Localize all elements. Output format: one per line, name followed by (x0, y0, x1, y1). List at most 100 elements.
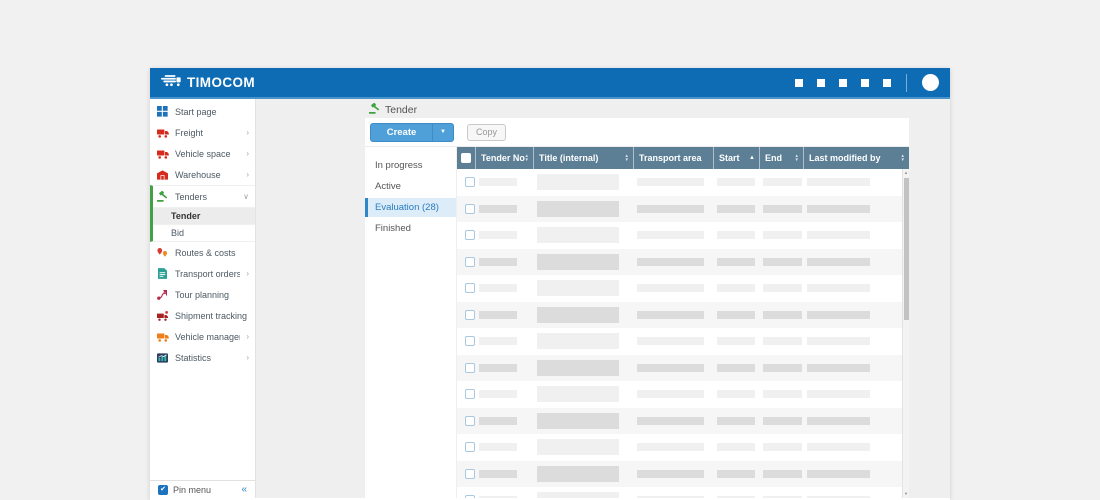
column-header-title-internal-[interactable]: Title (internal) ▲ ▼ (533, 147, 633, 169)
sidebar-item-routes-costs[interactable]: Routes & costs (150, 242, 255, 263)
placeholder-bar (763, 284, 802, 293)
sort-icon[interactable]: ▲ ▼ (524, 153, 529, 162)
select-all-checkbox[interactable] (461, 153, 471, 163)
sidebar-item-vehicle-management[interactable]: Vehicle management › (150, 326, 255, 347)
row-checkbox[interactable] (465, 283, 475, 294)
table-cell (457, 283, 475, 294)
sidebar-item-transport-orders[interactable]: Transport orders › (150, 263, 255, 284)
placeholder-bar (807, 178, 870, 187)
chevron-right-icon: › (246, 269, 249, 278)
table-row[interactable] (457, 301, 902, 328)
header-icon-placeholder[interactable] (795, 78, 803, 87)
header-icon-placeholder[interactable] (861, 78, 869, 87)
table-scrollbar[interactable]: ▲ ▼ (902, 169, 909, 498)
copy-button[interactable]: Copy (467, 123, 507, 141)
chart-icon (156, 352, 169, 363)
placeholder-bar (807, 284, 870, 293)
table-cell (457, 495, 475, 498)
column-header-start[interactable]: Start ▲ (713, 147, 759, 169)
table-row[interactable] (457, 195, 902, 222)
column-header-transport-area[interactable]: Transport area (633, 147, 713, 169)
row-checkbox[interactable] (465, 389, 475, 400)
tab-evaluation-[interactable]: Evaluation (28) (365, 198, 456, 217)
select-all-checkbox-header[interactable] (457, 147, 475, 169)
pin-menu-checkbox[interactable]: ✔ (158, 484, 168, 495)
column-header-end[interactable]: End ▲ ▼ (759, 147, 803, 169)
sidebar-item-freight[interactable]: Freight › (150, 122, 255, 143)
placeholder-bar (479, 496, 517, 498)
placeholder-bar (479, 390, 517, 399)
placeholder-bar (763, 443, 802, 452)
row-checkbox[interactable] (465, 442, 475, 453)
table-cell (633, 284, 713, 293)
create-dropdown-caret[interactable]: ▼ (432, 123, 453, 141)
row-checkbox[interactable] (465, 230, 475, 241)
placeholder-bar (763, 204, 802, 213)
row-checkbox[interactable] (465, 203, 475, 214)
row-checkbox[interactable] (465, 495, 475, 498)
row-checkbox[interactable] (465, 468, 475, 479)
truck-icon (156, 332, 169, 342)
chevron-right-icon: › (246, 149, 249, 158)
table-row[interactable] (457, 434, 902, 461)
sort-icon[interactable]: ▲ ▼ (900, 153, 905, 162)
sidebar-subitem-bid[interactable]: Bid (153, 224, 255, 241)
header-icon-placeholder[interactable] (817, 78, 825, 87)
table-row[interactable] (457, 222, 902, 249)
table-cell (633, 231, 713, 240)
user-avatar[interactable] (922, 74, 939, 91)
table-cell (475, 231, 533, 240)
table-row[interactable] (457, 460, 902, 487)
table-cell (759, 257, 803, 266)
table-row[interactable] (457, 487, 902, 498)
sidebar-item-start-page[interactable]: Start page (150, 101, 255, 122)
sort-icon[interactable]: ▲ ▼ (624, 153, 629, 162)
sidebar-item-statistics[interactable]: Statistics › (150, 347, 255, 368)
header-icon-placeholder[interactable] (839, 78, 847, 87)
row-checkbox[interactable] (465, 177, 475, 188)
map-pins-icon (156, 247, 169, 258)
collapse-sidebar-icon[interactable]: « (241, 484, 247, 495)
create-button[interactable]: Create (386, 126, 417, 138)
row-checkbox[interactable] (465, 309, 475, 320)
tab-active[interactable]: Active (375, 181, 401, 192)
tab-finished[interactable]: Finished (375, 223, 411, 234)
table-row[interactable] (457, 381, 902, 408)
row-checkbox[interactable] (465, 336, 475, 347)
table-row[interactable] (457, 354, 902, 381)
chevron-right-icon: › (246, 170, 249, 179)
sidebar-item-label: Statistics (175, 352, 212, 363)
scrollbar-thumb[interactable] (904, 178, 909, 320)
table-cell (533, 359, 633, 376)
table-cell (803, 390, 902, 399)
sidebar-item-vehicle-space[interactable]: Vehicle space › (150, 143, 255, 164)
sort-asc-icon[interactable]: ▲ (749, 155, 755, 161)
row-checkbox[interactable] (465, 256, 475, 267)
header-icon-placeholder[interactable] (883, 78, 891, 87)
column-header-last-modified-by[interactable]: Last modified by ▲ ▼ (803, 147, 909, 169)
placeholder-bar (717, 231, 755, 240)
sidebar-subitem-tender[interactable]: Tender (153, 207, 255, 224)
table-cell (713, 416, 759, 425)
placeholder-bar (637, 496, 704, 498)
table-row[interactable] (457, 328, 902, 355)
tracking-truck-icon (156, 310, 169, 321)
table-row[interactable] (457, 248, 902, 275)
sidebar-item-shipment-tracking[interactable]: Shipment tracking (150, 305, 255, 326)
scroll-up-icon[interactable]: ▲ (904, 170, 908, 175)
row-checkbox[interactable] (465, 362, 475, 373)
column-header-tender-no-[interactable]: Tender No. ▲ ▼ (475, 147, 533, 169)
sort-icon[interactable]: ▲ ▼ (794, 153, 799, 162)
row-checkbox[interactable] (465, 415, 475, 426)
tab-in-progress[interactable]: In progress (375, 160, 423, 171)
sidebar-item-tour-planning[interactable]: Tour planning (150, 284, 255, 305)
table-row[interactable] (457, 275, 902, 302)
table-row[interactable] (457, 169, 902, 196)
placeholder-bar (537, 280, 619, 297)
placeholder-bar (807, 310, 870, 319)
sidebar-item-warehouse[interactable]: Warehouse › (150, 164, 255, 185)
scroll-down-icon[interactable]: ▼ (904, 491, 908, 496)
table-row[interactable] (457, 407, 902, 434)
sidebar-item-tenders[interactable]: Tenders ∨ (153, 186, 255, 207)
